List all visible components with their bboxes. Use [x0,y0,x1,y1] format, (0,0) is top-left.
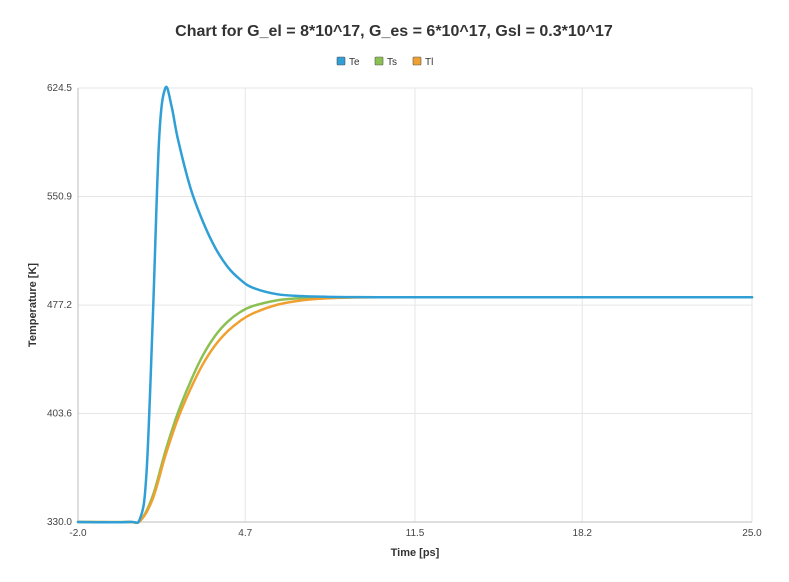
legend-swatch [336,56,346,66]
x-tick-label: -2.0 [69,528,87,539]
chart-title: Chart for G_el = 8*10^17, G_es = 6*10^17… [175,23,613,40]
y-tick-label: 330.0 [47,517,72,528]
legend-label: Te [349,57,360,68]
series-layer [76,85,754,525]
grid-lines [78,87,753,522]
legend-label: Ts [387,57,397,68]
x-axis-label: Time [ps] [391,547,440,559]
chart-legend: Te Ts Tl [336,56,433,68]
y-axis-label: Temperature [K] [27,263,39,347]
legend-item-tl: Tl [412,56,433,68]
legend-item-te: Te [336,56,360,68]
tick-labels: 330.0 403.6 477.2 550.9 624.5 -2.0 4.7 11.5 18.2… [47,83,762,539]
series-line-te [76,85,754,524]
y-tick-label: 550.9 [47,191,72,202]
x-tick-label: 25.0 [742,528,762,539]
y-tick-label: 477.2 [47,300,72,311]
legend-swatch [412,56,422,66]
axes [77,88,752,523]
legend-swatch [374,56,384,66]
x-tick-label: 11.5 [406,528,425,539]
x-tick-label: 18.2 [573,528,593,539]
x-tick-label: 4.7 [238,528,252,539]
legend-label: Tl [425,57,433,68]
y-tick-label: 624.5 [47,83,72,94]
legend-item-ts: Ts [374,56,397,68]
y-tick-label: 403.6 [47,409,72,420]
